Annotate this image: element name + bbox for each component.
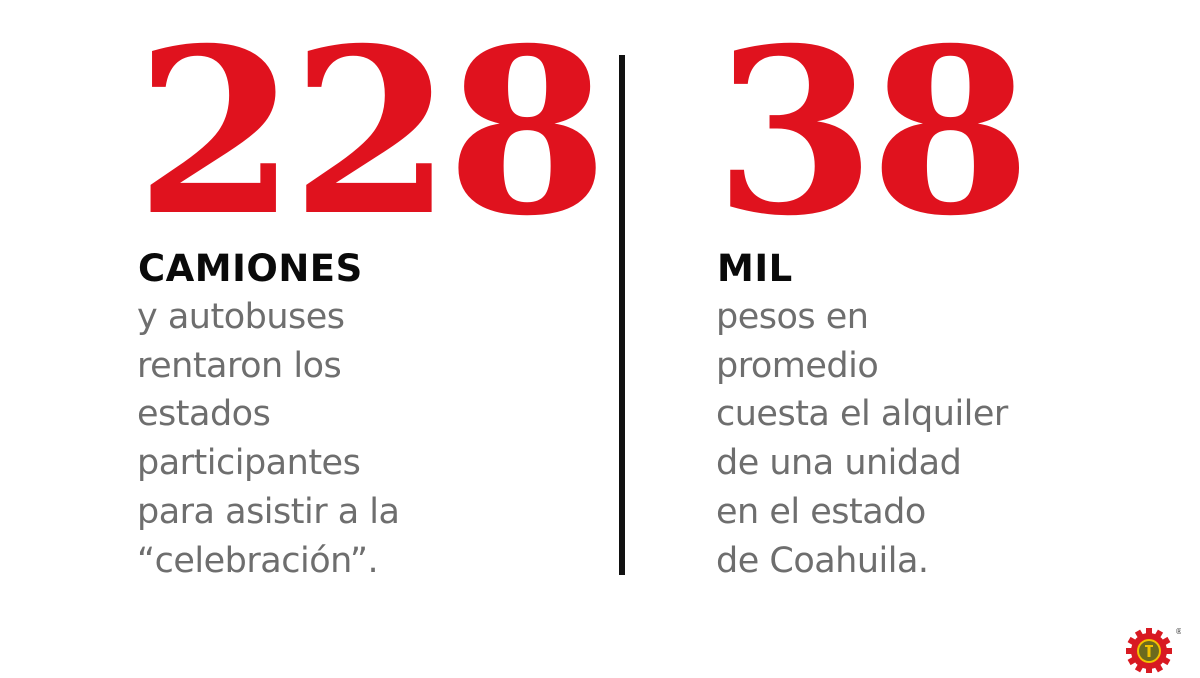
- description-line: para asistir a la: [137, 491, 400, 532]
- description-line: pesos en: [716, 297, 869, 337]
- stat-number: 38: [714, 0, 1032, 266]
- vertical-divider: [619, 55, 625, 575]
- stat-description: pesos en promedio cuesta el alquiler de …: [716, 293, 1008, 585]
- description-line: “celebración”.: [137, 540, 379, 581]
- publisher-seal-icon: ®: [1125, 625, 1183, 674]
- description-line: en el estado: [716, 491, 926, 532]
- stat-number: 228: [135, 0, 608, 266]
- stat-label: CAMIONES: [138, 247, 363, 290]
- description-line: de una unidad: [716, 443, 962, 484]
- description-line: rentaron los: [137, 345, 342, 386]
- description-line: cuesta el alquiler: [716, 394, 1008, 435]
- description-line: promedio: [716, 345, 879, 386]
- description-line: de Coahuila.: [716, 540, 929, 581]
- stat-description: y autobuses rentaron los estados partici…: [137, 293, 400, 585]
- stat-label: MIL: [717, 247, 793, 290]
- svg-text:®: ®: [1175, 627, 1181, 636]
- description-line: y autobuses: [137, 297, 345, 337]
- description-line: participantes: [137, 443, 361, 484]
- description-line: estados: [137, 394, 271, 435]
